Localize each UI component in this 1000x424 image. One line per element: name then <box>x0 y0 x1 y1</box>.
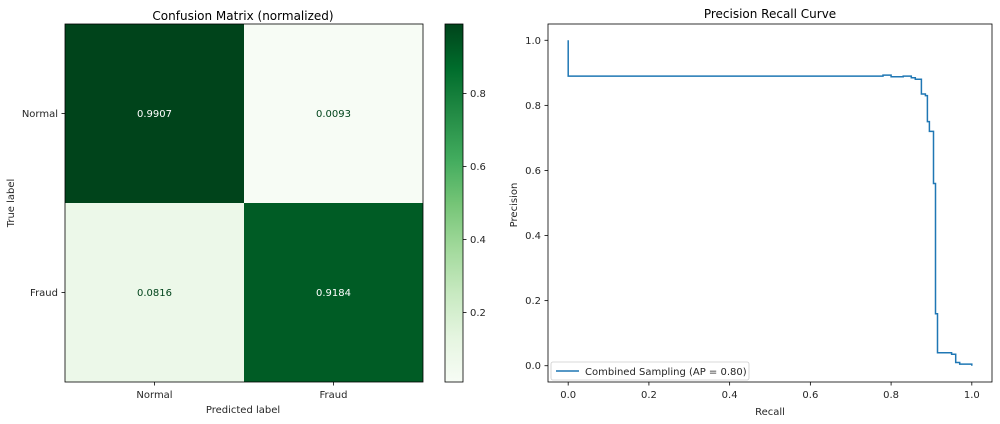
pr-xlabel: Recall <box>755 407 785 418</box>
colorbar-tick-label: 0.8 <box>470 89 486 100</box>
cm-cells: 0.9907 0.0093 0.0816 0.9184 <box>65 24 423 382</box>
colorbar: 0.2 0.4 0.6 0.8 <box>444 23 486 383</box>
cm-cell-value: 0.0093 <box>316 109 351 120</box>
pr-x-tick-label: 0.0 <box>560 390 576 401</box>
pr-y-tick-label: 0.6 <box>525 166 541 177</box>
confusion-matrix-panel: Confusion Matrix (normalized) 0.9907 0.00… <box>6 9 424 416</box>
pr-y-tick-label: 0.0 <box>525 361 541 372</box>
pr-x-tick-label: 1.0 <box>964 390 980 401</box>
colorbar-ticks: 0.2 0.4 0.6 0.8 <box>463 89 486 319</box>
pr-x-tick-label: 0.4 <box>722 390 738 401</box>
cm-cell-value: 0.9184 <box>316 288 351 299</box>
colorbar-gradient <box>444 23 464 383</box>
pr-x-tick-label: 0.6 <box>802 390 818 401</box>
precision-recall-panel: Precision Recall Curve 0.0 0.2 0.4 0.6 0.8 1.… <box>509 7 993 418</box>
pr-y-tick-label: 0.2 <box>525 296 541 307</box>
colorbar-tick-label: 0.6 <box>470 162 486 173</box>
cm-cell <box>244 24 423 203</box>
cm-x-tick-label: Normal <box>136 390 172 401</box>
pr-y-ticks: 0.0 0.2 0.4 0.6 0.8 1.0 <box>525 36 548 372</box>
pr-y-tick-label: 0.8 <box>525 101 541 112</box>
cm-cell-value: 0.9907 <box>137 109 172 120</box>
colorbar-tick-label: 0.4 <box>470 235 486 246</box>
cm-x-ticks: Normal Fraud <box>136 382 347 401</box>
pr-frame <box>547 23 993 383</box>
cm-title: Confusion Matrix (normalized) <box>152 9 333 23</box>
pr-y-tick-label: 1.0 <box>525 36 541 47</box>
pr-legend-box <box>550 361 750 381</box>
pr-legend: Combined Sampling (AP = 0.80) <box>550 361 750 381</box>
cm-frame <box>64 23 424 383</box>
cm-y-tick-label: Normal <box>22 109 58 120</box>
pr-legend-label: Combined Sampling (AP = 0.80) <box>585 367 747 378</box>
cm-cell <box>65 24 244 203</box>
cm-xlabel: Predicted label <box>206 405 280 416</box>
cm-cell <box>65 203 244 382</box>
pr-ylabel: Precision <box>509 183 520 228</box>
pr-title: Precision Recall Curve <box>704 7 836 21</box>
cm-cell <box>244 203 423 382</box>
pr-series-line <box>567 40 973 366</box>
pr-x-tick-label: 0.2 <box>641 390 657 401</box>
cm-cell-value: 0.0816 <box>137 288 172 299</box>
pr-x-tick-label: 0.8 <box>883 390 899 401</box>
cm-y-tick-label: Fraud <box>30 288 58 299</box>
cm-x-tick-label: Fraud <box>320 390 348 401</box>
colorbar-tick-label: 0.2 <box>470 308 486 319</box>
pr-x-ticks: 0.0 0.2 0.4 0.6 0.8 1.0 <box>560 382 980 401</box>
cm-y-ticks: Normal Fraud <box>22 109 65 299</box>
pr-y-tick-label: 0.4 <box>525 231 541 242</box>
cm-ylabel: True label <box>6 179 17 229</box>
